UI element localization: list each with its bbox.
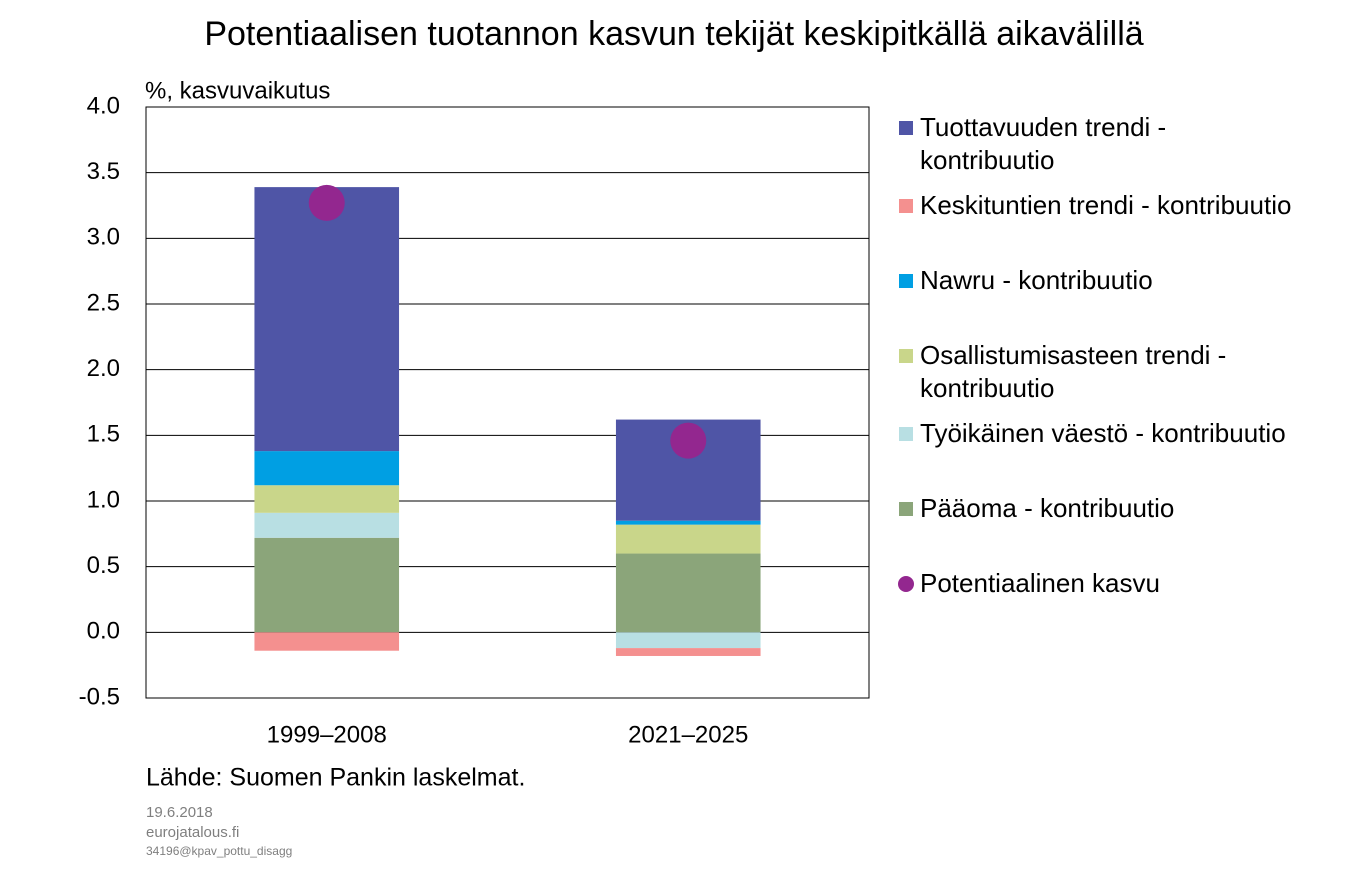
bar-segment	[615, 520, 761, 525]
bar-segment	[615, 632, 761, 649]
legend-label: Keskituntien trendi - kontribuutio	[920, 190, 1292, 220]
source: Lähde: Suomen Pankin laskelmat.	[146, 764, 525, 792]
bar-segment	[615, 648, 761, 656]
legend-label: Työikäinen väestö - kontribuutio	[920, 418, 1286, 448]
legend-swatch	[898, 576, 914, 592]
y-axis-label: %, kasvuvaikutus	[145, 77, 330, 104]
footer-id: 34196@kpav_pottu_disagg	[146, 844, 292, 858]
marker	[308, 184, 345, 221]
bar-segment	[254, 187, 400, 452]
legend-swatch	[899, 274, 913, 288]
legend-swatch	[899, 349, 913, 363]
legend-label: Pääoma - kontribuutio	[920, 493, 1175, 523]
legend-swatch	[899, 427, 913, 441]
bar-segment	[615, 553, 761, 633]
footer-site: eurojatalous.fi	[146, 824, 239, 841]
y-tick-label: 1.0	[87, 486, 120, 513]
y-tick-label: 2.5	[87, 289, 120, 316]
y-tick-label: 0.5	[87, 552, 120, 579]
legend-swatch	[899, 199, 913, 213]
legend-label: Potentiaalinen kasvu	[920, 568, 1160, 598]
marker	[670, 422, 707, 459]
y-tick-label: 3.5	[87, 158, 120, 185]
chart-title: Potentiaalisen tuotannon kasvun tekijät …	[204, 15, 1143, 53]
legend-label: Nawru - kontribuutio	[920, 265, 1153, 295]
y-tick-label: 0.0	[87, 618, 120, 645]
bar-segment	[254, 451, 400, 486]
legend-swatch	[899, 121, 913, 135]
legend-swatch	[899, 502, 913, 516]
bar-segment	[254, 485, 400, 513]
bar-segment	[615, 524, 761, 554]
legend-label: Tuottavuuden trendi - kontribuutio	[920, 112, 1167, 175]
y-tick-label: 4.0	[87, 92, 120, 119]
bar-segment	[254, 512, 400, 538]
bar-segment	[254, 537, 400, 633]
bar-segment	[254, 632, 400, 651]
x-tick-label: 2021–2025	[628, 721, 748, 748]
y-tick-label: 2.0	[87, 355, 120, 382]
footer-date: 19.6.2018	[146, 804, 213, 821]
plot-border	[145, 106, 870, 699]
y-tick-label: 1.5	[87, 421, 120, 448]
legend-label: Osallistumisasteen trendi - kontribuutio	[920, 340, 1227, 403]
y-tick-label: -0.5	[79, 683, 120, 710]
x-tick-label: 1999–2008	[267, 721, 387, 748]
y-tick-label: 3.0	[87, 224, 120, 251]
